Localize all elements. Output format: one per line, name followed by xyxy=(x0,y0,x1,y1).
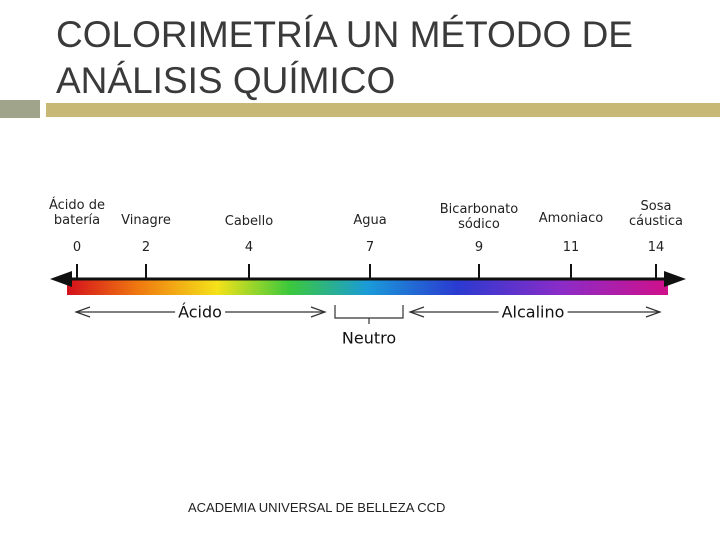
arrow-head xyxy=(664,271,686,287)
substance-label: Amoniaco xyxy=(538,211,604,226)
ph-value: 9 xyxy=(474,240,484,255)
substance-label: Sosa cáustica xyxy=(629,199,683,229)
substance-label: Vinagre xyxy=(121,213,171,228)
substance-label: Agua xyxy=(353,213,387,228)
accent-square xyxy=(0,100,40,118)
ph-value: 11 xyxy=(562,240,580,255)
ph-value: 4 xyxy=(244,240,254,255)
ph-value: 7 xyxy=(365,240,375,255)
footer: ACADEMIA UNIVERSAL DE BELLEZA CCD xyxy=(188,500,446,515)
substance-label: Cabello xyxy=(224,214,274,229)
neutral-range: Neutro xyxy=(341,328,397,348)
ph-value: 14 xyxy=(647,240,665,255)
accent-bar xyxy=(46,103,720,117)
substance-label: Bicarbonato sódico xyxy=(439,202,519,232)
ph-spectrum xyxy=(67,279,668,295)
alkaline-range: Alcalino xyxy=(498,302,568,322)
ph-value: 0 xyxy=(72,240,82,255)
ph-value: 2 xyxy=(141,240,151,255)
acid-range: Ácido xyxy=(175,302,225,322)
slide-title: COLORIMETRÍA UN MÉTODO DE ANÁLISIS QUÍMI… xyxy=(56,14,633,101)
arrow-head xyxy=(50,271,72,287)
range-arrows xyxy=(74,305,662,324)
substance-label: Ácido de batería xyxy=(48,198,105,228)
